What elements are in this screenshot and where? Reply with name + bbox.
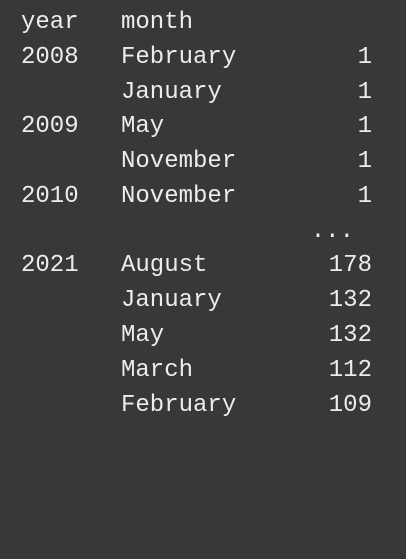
- index-name-year: year: [21, 9, 79, 36]
- month-cell: November: [121, 148, 237, 175]
- table-row: February 109: [0, 389, 406, 423]
- table-row: November 1: [0, 145, 406, 179]
- year-cell: 2021: [21, 252, 79, 279]
- month-cell: May: [121, 322, 165, 349]
- count-cell: 132: [328, 287, 372, 314]
- ellipsis-row: ...: [0, 215, 406, 249]
- month-cell: August: [121, 252, 208, 279]
- truncation-ellipsis: ...: [310, 218, 354, 245]
- count-cell: 1: [357, 183, 372, 210]
- month-cell: February: [121, 392, 237, 419]
- table-row: 2021 August 178: [0, 249, 406, 283]
- table-row: 2009 May 1: [0, 110, 406, 144]
- year-cell: 2008: [21, 44, 79, 71]
- count-cell: 1: [357, 79, 372, 106]
- month-cell: November: [121, 183, 237, 210]
- table-row: January 132: [0, 284, 406, 318]
- year-cell: 2010: [21, 183, 79, 210]
- month-cell: May: [121, 113, 165, 140]
- year-cell: 2009: [21, 113, 79, 140]
- table-row: March 112: [0, 354, 406, 388]
- table-row: 2010 November 1: [0, 180, 406, 214]
- count-cell: 109: [328, 392, 372, 419]
- month-cell: January: [121, 79, 222, 106]
- count-cell: 1: [357, 113, 372, 140]
- series-output: year month 2008 February 1 January 1 200…: [0, 6, 406, 423]
- month-cell: March: [121, 357, 194, 384]
- count-cell: 112: [328, 357, 372, 384]
- count-cell: 132: [328, 322, 372, 349]
- month-cell: January: [121, 287, 222, 314]
- header-row: year month: [0, 6, 406, 40]
- table-row: January 1: [0, 76, 406, 110]
- table-row: 2008 February 1: [0, 41, 406, 75]
- count-cell: 1: [357, 44, 372, 71]
- count-cell: 1: [357, 148, 372, 175]
- index-name-month: month: [121, 9, 194, 36]
- count-cell: 178: [328, 252, 372, 279]
- month-cell: February: [121, 44, 237, 71]
- table-row: May 132: [0, 319, 406, 353]
